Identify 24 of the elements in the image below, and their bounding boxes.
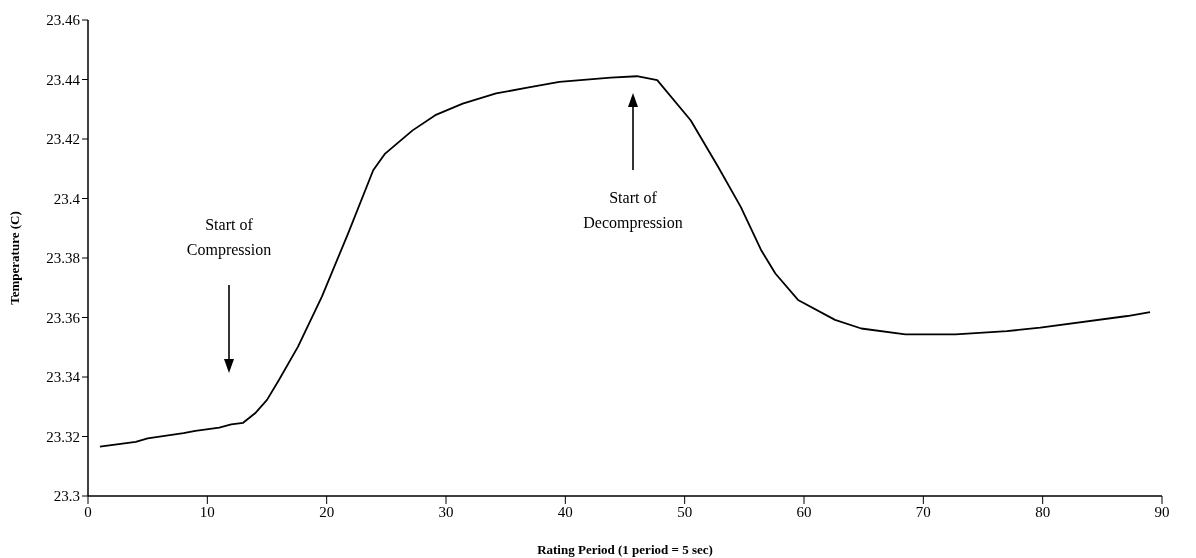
y-tick-label: 23.4 [53,190,81,207]
y-tick-label: 23.38 [46,250,80,267]
y-tick-label: 23.44 [46,71,81,88]
x-tick-label: 80 [1035,503,1051,520]
y-tick-label: 23.32 [46,428,80,445]
x-tick-label: 70 [915,503,931,520]
y-tick-label: 23.3 [53,488,80,505]
annotation: Start of Decompression [583,189,683,232]
x-tick-label: 50 [677,503,693,520]
x-tick-label: 40 [557,503,573,520]
line-series [99,75,1151,448]
x-tick-label: 60 [796,503,812,520]
x-tick-label: 30 [438,503,454,520]
y-axis-title: Temperature (C) [6,211,22,305]
x-tick-label: 20 [319,503,335,520]
y-tick-label: 23.34 [46,369,81,386]
x-tick-label: 10 [199,503,215,520]
x-tick-label: 0 [84,503,92,520]
x-tick-label: 90 [1154,503,1170,520]
x-axis-title: Rating Period (1 period = 5 sec) [537,542,713,557]
y-tick-label: 23.42 [46,131,80,148]
annotation: Start of Compression [186,216,272,259]
y-tick-label: 23.46 [46,12,81,29]
y-tick-label: 23.36 [46,309,81,326]
